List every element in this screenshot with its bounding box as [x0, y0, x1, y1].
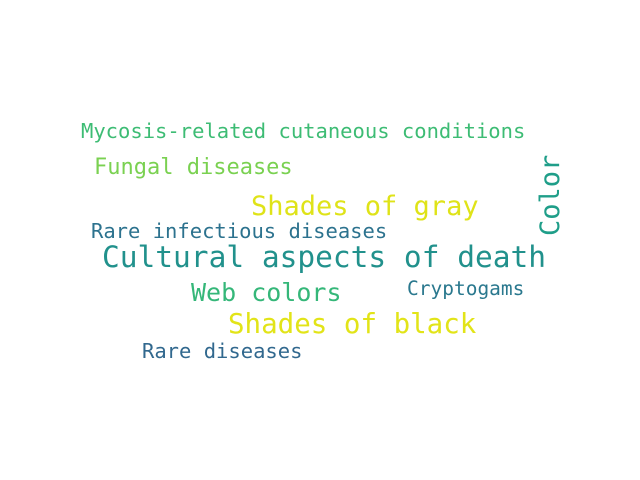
word-mycosis-related-cutaneous-conditions: Mycosis-related cutaneous conditions	[81, 119, 526, 143]
word-web-colors: Web colors	[191, 278, 342, 307]
word-shades-of-black: Shades of black	[228, 308, 477, 340]
word-cryptogams: Cryptogams	[407, 277, 525, 300]
word-fungal-diseases: Fungal diseases	[94, 155, 293, 180]
word-color: Color	[535, 154, 566, 236]
word-rare-diseases: Rare diseases	[142, 339, 303, 363]
word-rare-infectious-diseases: Rare infectious diseases	[91, 219, 388, 243]
word-cultural-aspects-of-death: Cultural aspects of death	[102, 240, 547, 274]
word-shades-of-gray: Shades of gray	[251, 191, 479, 222]
